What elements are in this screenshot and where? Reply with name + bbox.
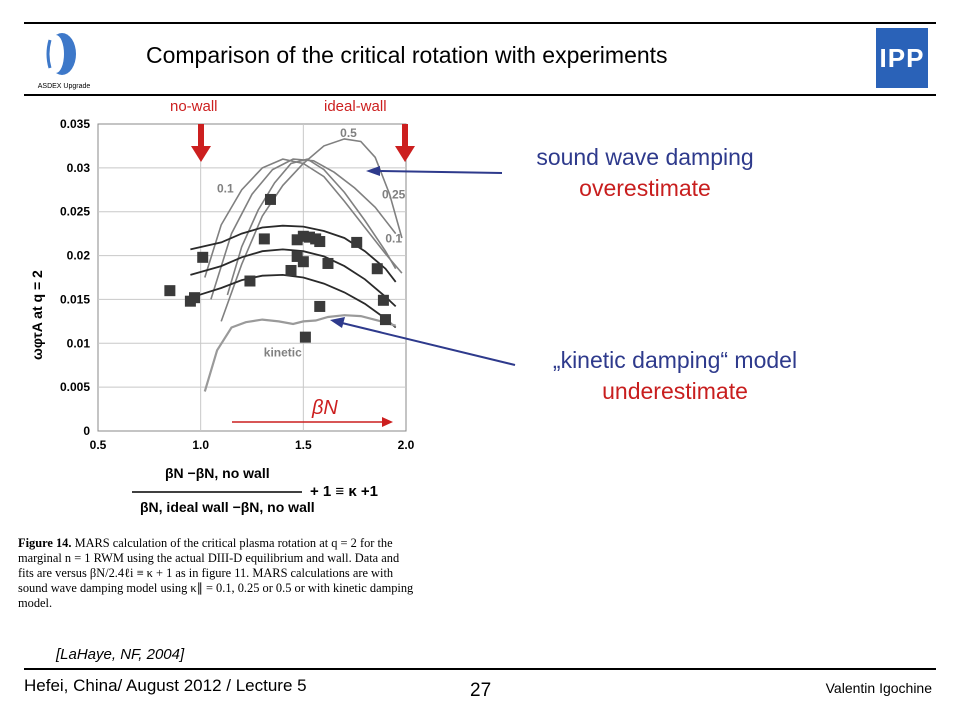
data-point xyxy=(297,256,309,268)
chart-points xyxy=(164,193,391,343)
data-point xyxy=(164,285,176,297)
y-tick-label: 0 xyxy=(83,424,90,438)
y-tick-label: 0.035 xyxy=(60,117,90,131)
y-tick-label: 0.02 xyxy=(67,249,91,263)
y-tick-label: 0.01 xyxy=(67,336,91,350)
x-label-denominator: βN, ideal wall −βN, no wall xyxy=(140,499,315,515)
sound-wave-line1: sound wave damping xyxy=(536,144,754,170)
footer-rule xyxy=(24,668,936,670)
caption-label: Figure 14. xyxy=(18,536,72,550)
y-axis-label: ωφτA at q = 2 xyxy=(29,270,45,360)
data-point xyxy=(299,331,311,343)
ideal-wall-label: ideal-wall xyxy=(324,98,387,115)
series-line xyxy=(203,314,397,392)
data-point xyxy=(314,236,326,248)
data-point xyxy=(322,257,334,269)
figure-caption: Figure 14. MARS calculation of the criti… xyxy=(18,536,418,611)
citation: [LaHaye, NF, 2004] xyxy=(56,646,185,663)
x-tick-label: 1.5 xyxy=(295,438,312,452)
critical-rotation-chart: 0 0.005 0.01 0.015 0.02 0.025 0.03 0.035 0.5 1.0 1… xyxy=(29,117,415,515)
chart-labels: 0.5 0.25 0.1 kinetic 0.1 xyxy=(217,126,406,359)
page-number: 27 xyxy=(470,680,492,701)
data-point xyxy=(285,264,297,276)
data-point xyxy=(244,275,256,287)
sound-wave-annotation: sound wave damping overestimate xyxy=(500,142,790,204)
caption-text: MARS calculation of the critical plasma … xyxy=(18,536,414,610)
data-point xyxy=(303,231,315,243)
data-point xyxy=(297,230,309,242)
header-rule-bottom xyxy=(24,94,936,96)
series-line xyxy=(190,224,397,283)
x-tick-label: 2.0 xyxy=(398,438,415,452)
series-label: 0.5 xyxy=(340,126,357,140)
logo-left-label: ASDEX Upgrade xyxy=(38,83,91,90)
data-point xyxy=(371,263,383,275)
series-line xyxy=(220,138,403,322)
x-label-suffix: + 1 ≡ κ +1 xyxy=(310,483,378,500)
y-tick-label: 0.005 xyxy=(60,380,90,394)
y-tick-label: 0.03 xyxy=(67,161,91,175)
data-point xyxy=(377,294,389,306)
ideal-wall-arrow xyxy=(395,124,415,162)
footer-author: Valentin Igochine xyxy=(825,680,932,696)
kinetic-line1: „kinetic damping“ model xyxy=(552,347,798,373)
data-point xyxy=(264,193,276,205)
beta-n-arrow xyxy=(232,417,393,427)
beta-n-label: βN xyxy=(311,397,338,419)
series-line xyxy=(190,248,397,308)
ipp-logo: IPP xyxy=(876,28,928,88)
series-label: kinetic xyxy=(264,345,302,359)
kinetic-annotation: „kinetic damping“ model underestimate xyxy=(510,345,840,407)
data-point xyxy=(351,236,363,248)
page-title: Comparison of the critical rotation with… xyxy=(146,42,668,68)
plot-frame xyxy=(97,123,407,432)
data-point xyxy=(314,300,326,312)
chart-curves xyxy=(190,138,403,392)
series-label: 0.25 xyxy=(382,188,406,202)
y-tick-label: 0.015 xyxy=(60,292,90,306)
header-rule-top xyxy=(24,22,936,24)
no-wall-label: no-wall xyxy=(170,98,218,115)
no-wall-arrow xyxy=(191,124,211,162)
data-point xyxy=(189,292,201,304)
data-point xyxy=(258,233,270,245)
x-tick-label: 1.0 xyxy=(192,438,209,452)
series-line xyxy=(190,273,397,329)
sound-wave-line2: overestimate xyxy=(579,175,711,201)
x-label-numerator: βN −βN, no wall xyxy=(165,465,270,481)
asdex-upgrade-logo: ASDEX Upgrade xyxy=(32,26,96,92)
chart-ticks: 0 0.005 0.01 0.015 0.02 0.025 0.03 0.035 0.5 1.0 1… xyxy=(60,117,415,452)
series-label: 0.1 xyxy=(385,231,402,245)
kinetic-line2: underestimate xyxy=(602,378,748,404)
x-tick-label: 0.5 xyxy=(90,438,107,452)
data-point xyxy=(197,251,209,263)
series-line xyxy=(204,158,403,278)
series-label: 0.1 xyxy=(217,181,234,195)
series-line xyxy=(226,158,397,296)
data-point xyxy=(291,234,303,246)
data-point xyxy=(291,250,303,262)
y-tick-label: 0.025 xyxy=(60,205,90,219)
footer-lecture-info: Hefei, China/ August 2012 / Lecture 5 xyxy=(24,676,307,695)
data-point xyxy=(379,314,391,326)
